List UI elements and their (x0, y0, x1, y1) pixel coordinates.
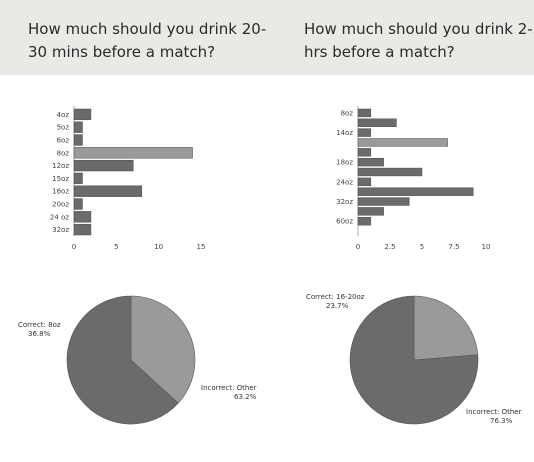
pie-slice (66, 295, 179, 425)
bar (357, 108, 372, 118)
bar (357, 197, 410, 206)
bar (357, 157, 384, 167)
y-tick-label: 32oz (52, 226, 69, 234)
y-tick-label: 8oz (341, 109, 354, 117)
bar (357, 138, 448, 147)
pie-slice-label: Incorrect: Other (466, 408, 522, 416)
y-tick-label: 24 oz (50, 213, 69, 221)
pie-slice-pct: 36.8% (28, 330, 51, 338)
bar (73, 121, 83, 133)
y-tick-label: 8oz (57, 149, 70, 157)
chart-title-left: How much should you drink 20-30 mins bef… (28, 20, 267, 61)
y-tick-label: 32oz (336, 198, 353, 206)
y-tick-label: 6oz (57, 137, 70, 145)
bar (357, 177, 372, 187)
bar (357, 118, 397, 127)
pie-slice-pct: 23.7% (326, 302, 349, 310)
x-tick-label: 10 (482, 243, 491, 251)
pie-slice-pct: 63.2% (234, 393, 257, 401)
bar (357, 167, 423, 177)
bar (73, 147, 193, 159)
y-tick-label: 16oz (52, 188, 69, 196)
x-tick-label: 15 (197, 243, 206, 251)
bar (73, 134, 83, 146)
x-tick-label: 0 (356, 243, 360, 251)
bar (357, 128, 372, 137)
pie-slice (349, 295, 479, 425)
y-tick-label: 18oz (336, 159, 353, 167)
bar (73, 108, 92, 121)
pie-slice-label: Incorrect: Other (201, 384, 257, 392)
bar (73, 223, 92, 236)
chart-title-right: How much should you drink 2-3 hrs before… (304, 20, 534, 61)
pie-slice-pct: 76.3% (490, 417, 513, 425)
y-tick-label: 24oz (336, 178, 353, 186)
bar (357, 187, 474, 196)
x-tick-label: 10 (154, 243, 163, 251)
bar (73, 211, 92, 223)
y-tick-label: 4oz (57, 111, 70, 119)
pie-slice-label: Correct: 16-20oz (306, 293, 365, 301)
x-tick-label: 5 (114, 243, 118, 251)
x-tick-label: 0 (72, 243, 76, 251)
x-tick-label: 7.5 (448, 243, 459, 251)
y-tick-label: 12oz (52, 162, 69, 170)
x-tick-label: 2.5 (384, 243, 395, 251)
bar (73, 172, 83, 185)
y-tick-label: 14oz (336, 129, 353, 137)
bar (73, 185, 142, 197)
y-tick-label: 15oz (52, 175, 69, 183)
bar (357, 148, 372, 157)
y-tick-label: 20oz (52, 201, 69, 209)
x-tick-label: 5 (420, 243, 424, 251)
bar (73, 198, 83, 210)
bar (357, 207, 384, 216)
bar (73, 159, 134, 172)
pie-slice (413, 295, 479, 361)
y-tick-label: 60oz (336, 218, 353, 226)
pie-slice-label: Correct: 8oz (18, 321, 61, 329)
y-tick-label: 5oz (57, 124, 70, 132)
bar (357, 217, 372, 226)
header-band (0, 0, 534, 75)
pie-slice (130, 295, 196, 404)
